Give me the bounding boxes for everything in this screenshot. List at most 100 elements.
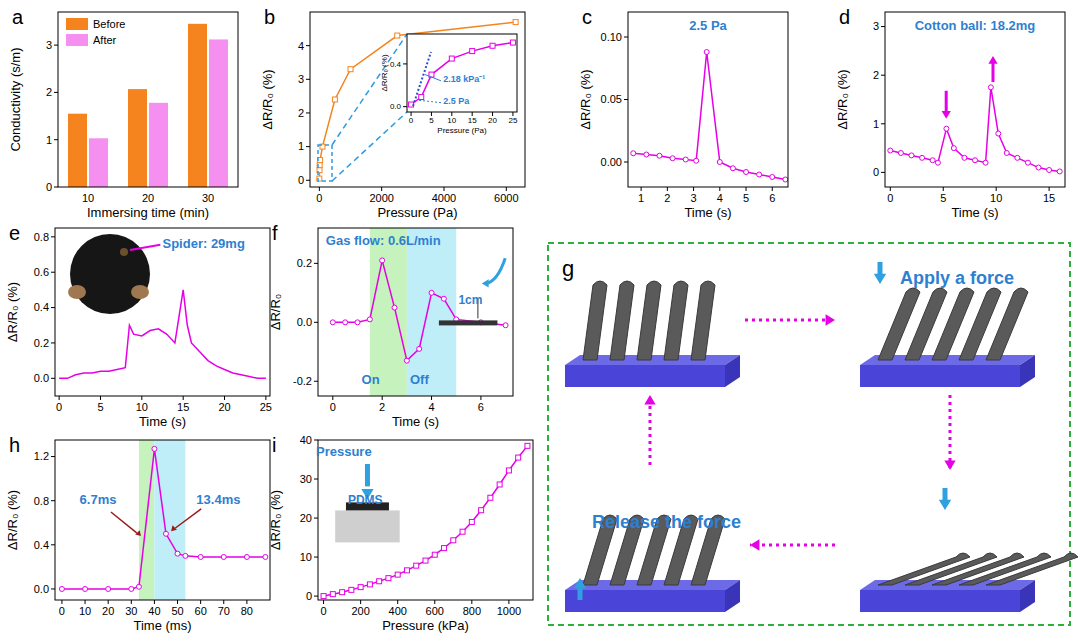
marker — [510, 40, 515, 45]
x-tick-label: 60 — [195, 605, 207, 617]
x-tick — [719, 187, 720, 191]
annotation: Cotton ball: 18.2mg — [915, 18, 1036, 33]
x-tick — [108, 600, 109, 604]
annotation: Pressure — [316, 444, 372, 459]
marker — [183, 553, 188, 558]
x-tick-label: 0 — [887, 192, 893, 204]
marker — [888, 148, 893, 153]
substrate — [860, 365, 1020, 387]
y-tick — [314, 596, 318, 597]
pillar — [610, 281, 634, 360]
panel-5: 0.00.20.40.60.80510152025Time (s)ΔR/R₀ (… — [5, 222, 272, 429]
x-tick — [693, 187, 694, 191]
pillar-state — [860, 553, 1078, 612]
x-tick-label: 4000 — [432, 192, 456, 204]
x-tick-label: 40 — [148, 605, 160, 617]
panel-7: 0.00.40.81.201020304050607080Time (ms)ΔR… — [5, 434, 270, 633]
y-tick-label: 1.2 — [34, 450, 49, 462]
substrate — [565, 365, 725, 387]
x-tick-label: 20 — [142, 192, 154, 204]
pillar — [986, 553, 1078, 585]
x-tick-label: 4 — [717, 192, 723, 204]
marker — [423, 558, 428, 563]
marker — [683, 157, 688, 162]
marker — [988, 85, 993, 90]
photo-electrode — [68, 285, 86, 299]
x-tick-label: 15 — [177, 401, 189, 413]
arrow-head — [939, 500, 951, 510]
pdms-block — [335, 510, 400, 542]
x-tick-label: 10 — [79, 605, 91, 617]
x-tick-label: 4 — [428, 401, 434, 413]
substrate-side — [1020, 355, 1035, 387]
substrate-side — [1020, 580, 1035, 612]
y-tick-label: 3 — [873, 20, 879, 32]
y-tick-label: 3 — [298, 73, 304, 85]
marker — [83, 586, 88, 591]
y-axis-label: ΔR/R₀ (%) — [5, 490, 20, 550]
x-tick — [200, 600, 201, 604]
marker — [221, 554, 226, 559]
marker — [470, 49, 475, 54]
y-tick-label: 0.05 — [601, 93, 622, 105]
panel-8: 01020304002004006008001000Pressure (kPa)… — [268, 434, 533, 633]
marker — [321, 594, 326, 599]
pillar-state — [565, 281, 740, 387]
marker — [935, 160, 940, 165]
marker — [951, 146, 956, 151]
marker — [783, 177, 788, 182]
arrow-head — [874, 274, 886, 284]
y-axis-label: ΔR/R₀ (%) — [5, 282, 20, 342]
arrow — [992, 62, 995, 82]
x-tick — [746, 187, 747, 191]
marker — [244, 554, 249, 559]
marker — [330, 592, 335, 597]
bar — [68, 114, 87, 187]
inset-bg — [407, 34, 517, 112]
y-tick-label: 0.4 — [34, 301, 49, 313]
annotation: Off — [410, 372, 429, 387]
flow-arrow — [750, 544, 835, 547]
x-tick — [332, 396, 333, 400]
marker — [670, 156, 675, 161]
x-tick — [508, 600, 509, 604]
marker — [479, 508, 484, 513]
marker — [490, 43, 495, 48]
series-line — [890, 87, 1059, 171]
plot-frame — [628, 12, 788, 187]
marker — [694, 158, 699, 163]
y-tick-label: 0 — [306, 590, 312, 602]
marker — [497, 482, 502, 487]
y-tick-label: 1 — [873, 118, 879, 130]
plot-data — [59, 440, 267, 600]
flow-arrow — [745, 319, 835, 322]
x-axis-label: Immersing time (min) — [87, 205, 209, 220]
x-tick — [397, 600, 398, 604]
y-tick-label: 0 — [873, 166, 879, 178]
panel-label: c — [582, 6, 592, 28]
zoom-box — [318, 145, 332, 181]
pointer — [175, 509, 201, 528]
y-tick — [314, 440, 318, 441]
x-tick — [246, 600, 247, 604]
x-tick — [996, 187, 997, 191]
panel-label: a — [12, 6, 24, 28]
annotation: 6.7ms — [80, 492, 117, 507]
marker — [377, 579, 382, 584]
y-tick-label: -0.2 — [293, 375, 312, 387]
x-tick — [667, 187, 668, 191]
marker — [1015, 155, 1020, 160]
x-tick — [100, 396, 101, 400]
pointer — [130, 245, 160, 250]
annotation: 2.18 kPa⁻¹ — [443, 74, 485, 84]
diagram: gApply a forceRelease the force — [548, 243, 1078, 625]
marker — [973, 158, 978, 163]
plot-data — [321, 443, 530, 598]
sample-bar — [439, 320, 498, 325]
marker — [343, 320, 348, 325]
marker — [730, 166, 735, 171]
substrate-side — [725, 355, 740, 387]
panel-label: d — [839, 6, 850, 28]
panel-label: h — [9, 434, 20, 456]
x-axis-label: Time (s) — [392, 414, 439, 429]
